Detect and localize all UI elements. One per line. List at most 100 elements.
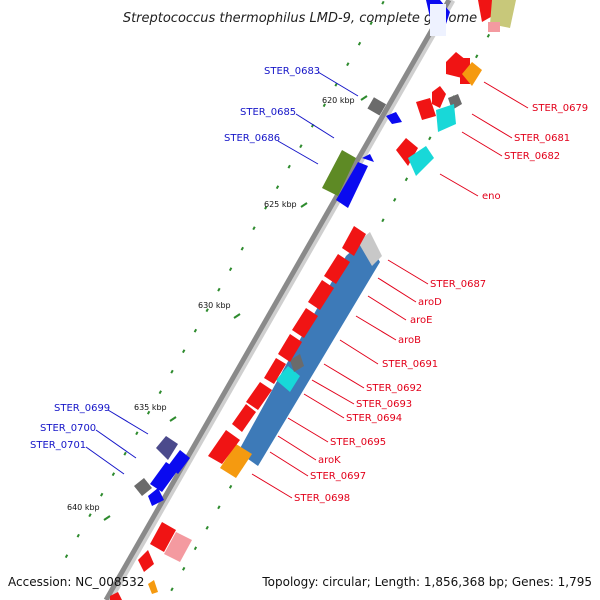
tick-mark	[217, 287, 221, 292]
label-ster0697[interactable]: STER_0697	[310, 471, 366, 482]
tick-mark	[475, 54, 479, 59]
gene-gray-mid[interactable]	[290, 354, 304, 372]
kbp-label-640: 640 kbp	[67, 503, 100, 512]
gene-red-3[interactable]	[308, 280, 334, 310]
label-ster0701[interactable]: STER_0701	[30, 440, 86, 451]
label-arod[interactable]: aroD	[418, 297, 442, 308]
label-ster0692[interactable]: STER_0692	[366, 383, 422, 394]
callout-ster0682	[461, 131, 503, 157]
callout-ster0693	[311, 379, 355, 405]
tick-mark	[217, 505, 221, 510]
backbone	[103, 0, 452, 600]
label-ster0693[interactable]: STER_0693	[356, 399, 412, 410]
gene-ster0682-cyan[interactable]	[408, 146, 434, 176]
tick-mark	[193, 328, 198, 333]
callout-eno	[439, 173, 479, 197]
gene-ster0683-gray[interactable]	[367, 97, 387, 116]
callout-ster0697	[269, 451, 309, 477]
tick-mark	[182, 349, 186, 354]
label-aroe[interactable]: aroE	[410, 315, 432, 326]
gene-ster0681-red[interactable]	[432, 86, 446, 108]
gene-bottom-red3[interactable]	[110, 592, 122, 600]
callout-ster0701	[85, 446, 125, 475]
callout-arok	[277, 435, 317, 461]
gene-red-8[interactable]	[232, 404, 256, 432]
tick-mark	[158, 390, 162, 395]
gene-top-pink[interactable]	[488, 22, 500, 32]
label-ster0694[interactable]: STER_0694	[346, 413, 402, 424]
label-ster0683[interactable]: STER_0683	[264, 66, 320, 77]
gene-ster0700-blue2[interactable]	[150, 462, 178, 492]
gene-bottom-red2[interactable]	[138, 550, 154, 572]
label-eno[interactable]: eno	[482, 191, 501, 202]
kbp-label-630: 630 kbp	[198, 301, 231, 310]
callout-ster0686	[277, 140, 319, 165]
gene-group-top	[322, 0, 516, 208]
callout-ster0683	[317, 71, 359, 97]
gene-ster0686-olive[interactable]	[322, 150, 356, 196]
label-ster0685[interactable]: STER_0685	[240, 107, 296, 118]
gene-ster0679-orange[interactable]	[462, 62, 482, 86]
tick-mark	[193, 546, 198, 551]
tick-mark	[228, 267, 233, 272]
gene-red-5[interactable]	[278, 334, 302, 362]
gene-steelblue-band[interactable]	[238, 238, 380, 466]
tick-mark	[322, 103, 326, 108]
gene-ster0681-red2[interactable]	[416, 98, 436, 120]
gene-bottom-pink[interactable]	[164, 532, 192, 562]
tick-mark	[381, 218, 385, 223]
tick-mark	[346, 62, 350, 67]
gene-lightgray[interactable]	[358, 232, 382, 266]
label-ster0682[interactable]: STER_0682	[504, 151, 560, 162]
tick-mark	[123, 451, 127, 456]
gene-red-9[interactable]	[208, 430, 240, 464]
tick-mark	[404, 177, 409, 182]
gene-ster0683-blue[interactable]	[386, 112, 402, 124]
tick-mark	[264, 205, 268, 210]
gene-bottom-red[interactable]	[150, 522, 176, 552]
tick-mark	[299, 144, 303, 149]
label-ster0681[interactable]: STER_0681	[514, 133, 570, 144]
tick-mark	[240, 246, 244, 251]
label-ster0686[interactable]: STER_0686	[224, 133, 280, 144]
gene-red-6[interactable]	[264, 358, 286, 384]
gene-ster0701-gray[interactable]	[134, 478, 152, 496]
label-ster0698[interactable]: STER_0698	[294, 493, 350, 504]
gene-ster0701-blue[interactable]	[148, 488, 164, 506]
tick-mark	[393, 197, 397, 202]
label-ster0695[interactable]: STER_0695	[330, 437, 386, 448]
gene-red-1[interactable]	[342, 226, 366, 256]
gene-ster0699-darkslate[interactable]	[156, 436, 178, 460]
gene-bottom-orange[interactable]	[148, 580, 158, 594]
tick-mark	[182, 566, 186, 571]
label-arok[interactable]: aroK	[318, 455, 341, 466]
gene-top-khaki[interactable]	[490, 0, 516, 28]
label-arob[interactable]: aroB	[398, 335, 421, 346]
label-ster0679[interactable]: STER_0679	[532, 103, 588, 114]
callout-ster0679	[483, 81, 529, 109]
gene-cyan-mid[interactable]	[276, 366, 300, 392]
gene-orange-bottom[interactable]	[220, 444, 252, 478]
gene-red-7[interactable]	[246, 382, 272, 410]
tick-mark	[64, 554, 69, 559]
label-ster0687[interactable]: STER_0687	[430, 279, 486, 290]
gene-red-4[interactable]	[292, 308, 318, 338]
gene-ster0682-red[interactable]	[396, 138, 418, 166]
kbp-tick-640	[103, 515, 111, 521]
tick-mark	[76, 533, 80, 538]
callout-ster0681	[471, 113, 513, 139]
tick-mark	[357, 41, 362, 46]
gene-red-2[interactable]	[324, 254, 350, 284]
label-ster0699[interactable]: STER_0699	[54, 403, 110, 414]
gene-ster0686-blue[interactable]	[336, 162, 368, 208]
gene-ster0685-blue-arrow[interactable]	[362, 154, 374, 162]
label-ster0691[interactable]: STER_0691	[382, 359, 438, 370]
label-ster0700[interactable]: STER_0700	[40, 423, 96, 434]
kbp-label-group: 620 kbp 625 kbp 630 kbp 635 kbp 640 kbp	[67, 95, 368, 521]
reverse-label-group: STER_0679 STER_0681 STER_0682 eno STER_0…	[251, 81, 588, 504]
kbp-tick-630	[233, 313, 241, 319]
gene-ster0681-cyan[interactable]	[436, 104, 456, 132]
backbone-shadow	[105, 0, 456, 600]
